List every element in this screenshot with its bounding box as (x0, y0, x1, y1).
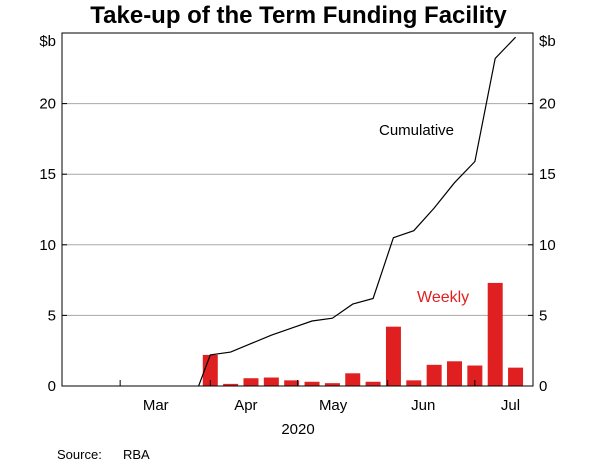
weekly-bar (223, 383, 239, 386)
weekly-bar (202, 354, 218, 386)
axis-ticks (62, 103, 533, 387)
weekly-bar (385, 326, 401, 386)
weekly-bar (467, 365, 483, 386)
weekly-bar (406, 380, 422, 386)
y-tick-label-right: 10 (539, 237, 556, 254)
y-tick-label-left: 10 (39, 237, 56, 254)
y-tick-label-right: 15 (539, 166, 556, 183)
weekly-bar (487, 282, 503, 386)
cumulative-line (198, 36, 517, 387)
x-year-label: 2020 (281, 421, 314, 438)
weekly-bars (202, 282, 524, 386)
y-tick-label-right: 20 (539, 96, 556, 113)
y-unit-label-right: $b (539, 33, 556, 50)
weekly-bar (345, 373, 361, 386)
x-tick-label: Jul (501, 397, 520, 414)
series-label-weekly: Weekly (417, 289, 469, 306)
chart-title: Take-up of the Term Funding Facility (90, 2, 507, 29)
y-unit-label-left: $b (39, 33, 56, 50)
x-tick-label: May (319, 397, 348, 414)
weekly-bar (324, 383, 340, 386)
y-tick-label-right: 5 (539, 307, 547, 324)
weekly-bar (447, 361, 462, 386)
weekly-bar (243, 378, 259, 386)
weekly-bar (508, 367, 524, 386)
plot-frame (61, 32, 534, 387)
weekly-bar (304, 381, 320, 386)
x-tick-label: Mar (143, 397, 169, 414)
weekly-bar (426, 364, 442, 386)
y-tick-label-left: 20 (39, 96, 56, 113)
y-tick-label-left: 0 (48, 378, 56, 395)
weekly-bar (263, 377, 279, 386)
y-tick-label-left: 15 (39, 166, 56, 183)
source-note: Source: RBA (57, 447, 150, 462)
x-tick-label: Apr (234, 397, 257, 414)
gridlines (62, 103, 533, 316)
y-tick-label-left: 5 (48, 307, 56, 324)
y-tick-label-right: 0 (539, 378, 547, 395)
x-tick-label: Jun (411, 397, 435, 414)
source-value: RBA (123, 447, 150, 462)
weekly-bar (365, 381, 381, 386)
series-label-cumulative: Cumulative (379, 122, 454, 139)
weekly-bar (284, 380, 300, 386)
source-label: Source: (57, 447, 102, 462)
